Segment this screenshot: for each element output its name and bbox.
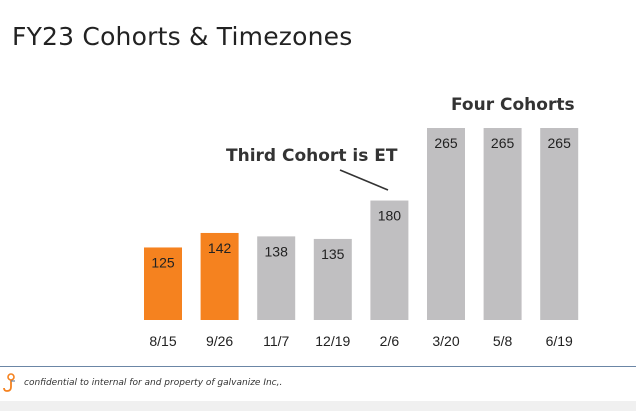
value-label: 138 — [265, 243, 289, 259]
bar-12/19 — [313, 238, 352, 320]
category-label: 9/26 — [206, 333, 233, 349]
bar-9/26 — [200, 232, 239, 320]
bar-11/7 — [257, 236, 296, 320]
category-label: 11/7 — [263, 333, 289, 349]
value-label: 125 — [151, 254, 175, 270]
bar-8/15 — [144, 247, 182, 320]
bar-5/8 — [483, 128, 522, 320]
category-label: 6/19 — [546, 333, 573, 349]
bar-chart: 125 142 138 135 180 265 265 265 8/15 9/26 11/7 12/… — [144, 128, 579, 349]
four-cohorts-annotation: Four Cohorts — [451, 95, 575, 115]
category-label: 2/6 — [380, 333, 400, 349]
third-cohort-annotation: Third Cohort is ET — [226, 146, 398, 166]
value-label: 142 — [208, 240, 232, 256]
category-label: 8/15 — [149, 333, 176, 349]
bottom-strip — [0, 401, 636, 411]
category-label: 12/19 — [315, 333, 350, 349]
footer-confidential-text: confidential to internal for and propert… — [24, 378, 283, 388]
value-label: 265 — [491, 135, 515, 151]
value-label: 265 — [548, 135, 572, 151]
value-label: 180 — [378, 208, 402, 224]
footer-divider — [0, 366, 636, 367]
galvanize-logo-icon — [3, 373, 15, 392]
slide-title: FY23 Cohorts & Timezones — [12, 22, 353, 51]
bar-3/20 — [427, 128, 465, 320]
callout-line — [339, 169, 389, 191]
bar-6/19 — [540, 128, 579, 320]
category-label: 3/20 — [432, 333, 459, 349]
bar-2/6 — [370, 200, 409, 320]
value-label: 135 — [321, 246, 345, 262]
value-label: 265 — [434, 135, 458, 151]
category-label: 5/8 — [493, 333, 513, 349]
